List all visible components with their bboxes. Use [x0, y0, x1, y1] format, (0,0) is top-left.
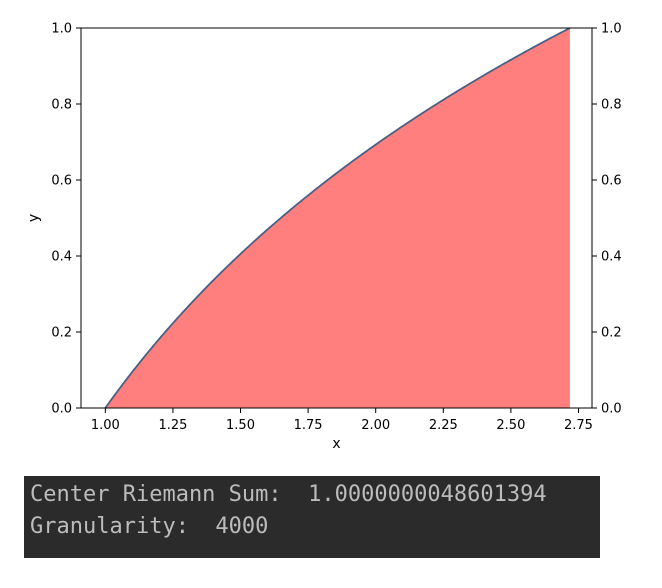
riemann-area-chart: 1.00 1.25 1.50 1.75 2.00 2.25 2.50 2.75 0.0 0.0 0.… — [26, 22, 622, 453]
y-tick-label-left: 0.2 — [51, 326, 72, 341]
y-tick-label-right: 0.0 — [601, 402, 622, 417]
y-tick-label-left: 0.0 — [51, 402, 72, 417]
x-tick-label: 2.00 — [361, 418, 390, 433]
plot-frame — [80, 27, 593, 409]
y-tick-label-left: 0.4 — [51, 250, 72, 265]
y-tick-label-right: 0.6 — [601, 174, 622, 189]
y-tick-label-right: 0.2 — [601, 326, 622, 341]
x-axis-title: x — [332, 436, 340, 452]
riemann-filled-area — [105, 28, 570, 408]
riemann-sum-line: Center Riemann Sum: 1.0000000048601394 — [30, 482, 547, 507]
y-tick-label-right: 0.4 — [601, 250, 622, 265]
granularity-line: Granularity: 4000 — [30, 514, 269, 539]
x-tick-label: 1.25 — [158, 418, 187, 433]
x-tick-label: 2.25 — [429, 418, 458, 433]
ln-curve-line — [104, 27, 571, 409]
y-tick-label-left: 1.0 — [51, 22, 72, 37]
y-axis-title: y — [26, 214, 42, 222]
x-tick-label: 1.00 — [91, 418, 120, 433]
y-tick-label-right: 0.8 — [601, 98, 622, 113]
y-tick-label-right: 1.0 — [601, 22, 622, 37]
x-tick-label: 1.50 — [226, 418, 255, 433]
x-tick-label: 2.50 — [496, 418, 525, 433]
x-tick-label: 2.75 — [564, 418, 593, 433]
console-output: Center Riemann Sum: 1.0000000048601394 G… — [24, 476, 600, 558]
x-tick-label: 1.75 — [294, 418, 323, 433]
y-tick-label-left: 0.8 — [51, 98, 72, 113]
y-tick-label-left: 0.6 — [51, 174, 72, 189]
